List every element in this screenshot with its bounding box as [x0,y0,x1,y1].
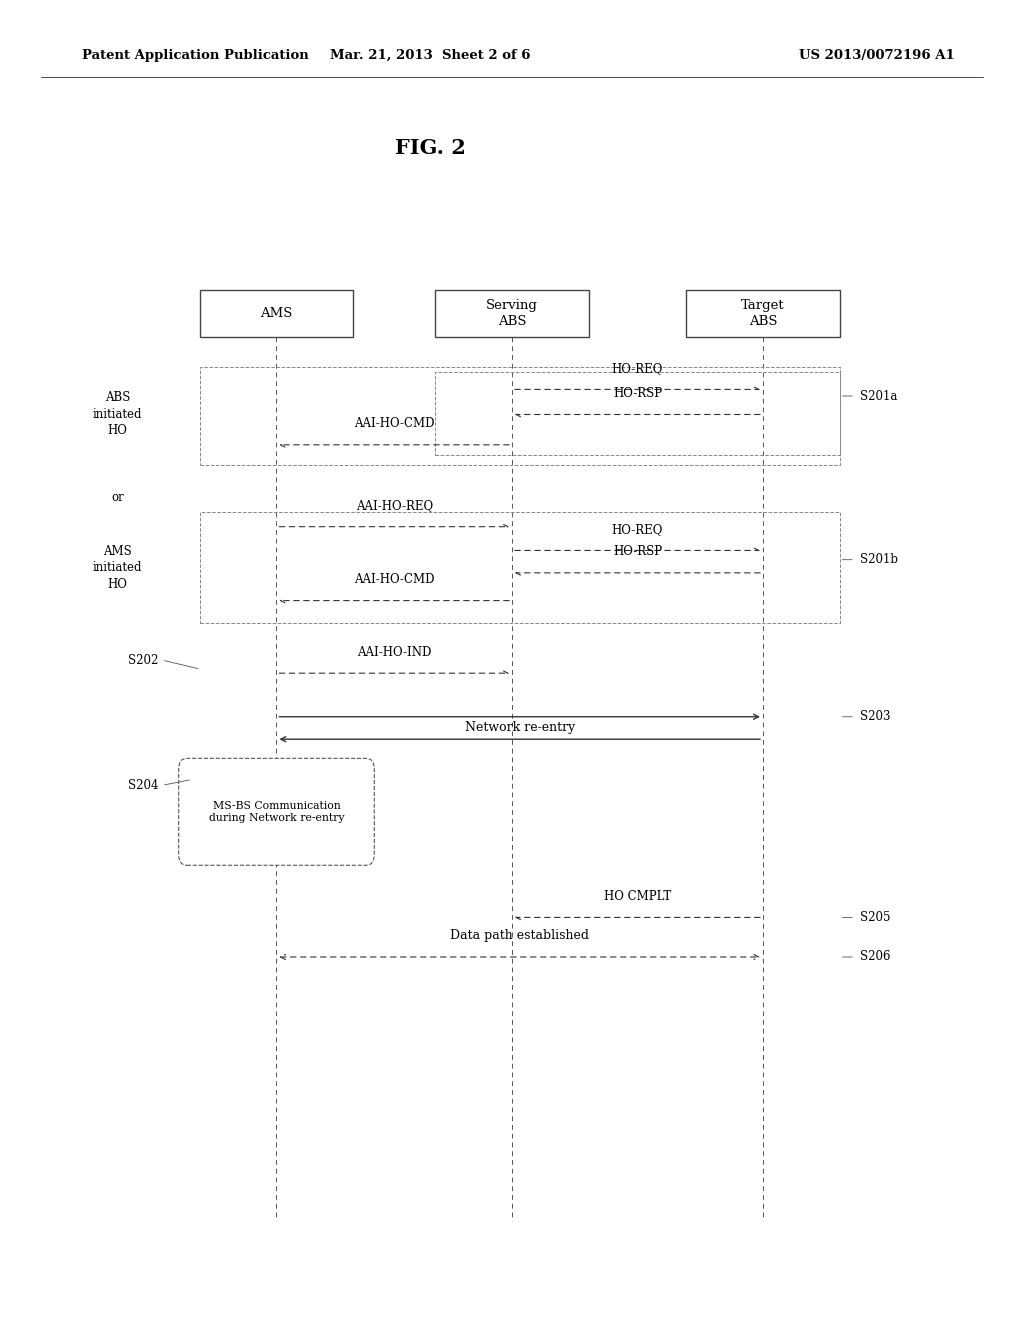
Text: S205: S205 [860,911,891,924]
Text: HO-RSP: HO-RSP [613,545,662,558]
Text: FIG. 2: FIG. 2 [394,137,466,158]
Text: US 2013/0072196 A1: US 2013/0072196 A1 [799,49,954,62]
Text: Network re-entry: Network re-entry [465,722,574,734]
Text: Data path established: Data path established [451,929,589,942]
Text: Serving
ABS: Serving ABS [486,300,538,327]
FancyBboxPatch shape [686,290,840,337]
Text: AMS: AMS [260,308,293,319]
Text: S203: S203 [860,710,891,723]
Text: AAI-HO-REQ: AAI-HO-REQ [355,499,433,512]
Text: HO-REQ: HO-REQ [611,523,664,536]
Text: HO-REQ: HO-REQ [611,362,664,375]
Text: S201b: S201b [860,553,898,566]
Text: Mar. 21, 2013  Sheet 2 of 6: Mar. 21, 2013 Sheet 2 of 6 [330,49,530,62]
Text: AAI-HO-CMD: AAI-HO-CMD [354,417,434,430]
Text: S204: S204 [128,779,159,792]
Text: or: or [112,491,124,504]
FancyBboxPatch shape [435,290,589,337]
Text: ABS
initiated
HO: ABS initiated HO [93,392,142,437]
Text: Patent Application Publication: Patent Application Publication [82,49,308,62]
Text: AMS
initiated
HO: AMS initiated HO [93,545,142,590]
Text: S202: S202 [128,653,159,667]
FancyBboxPatch shape [200,290,353,337]
Text: HO-RSP: HO-RSP [613,387,662,400]
Text: S201a: S201a [860,389,897,403]
Text: Target
ABS: Target ABS [741,300,784,327]
Text: MS-BS Communication
during Network re-entry: MS-BS Communication during Network re-en… [209,801,344,822]
Text: AAI-HO-CMD: AAI-HO-CMD [354,573,434,586]
Text: S206: S206 [860,950,891,964]
Text: HO CMPLT: HO CMPLT [604,890,671,903]
Text: AAI-HO-IND: AAI-HO-IND [357,645,431,659]
FancyBboxPatch shape [179,758,375,866]
